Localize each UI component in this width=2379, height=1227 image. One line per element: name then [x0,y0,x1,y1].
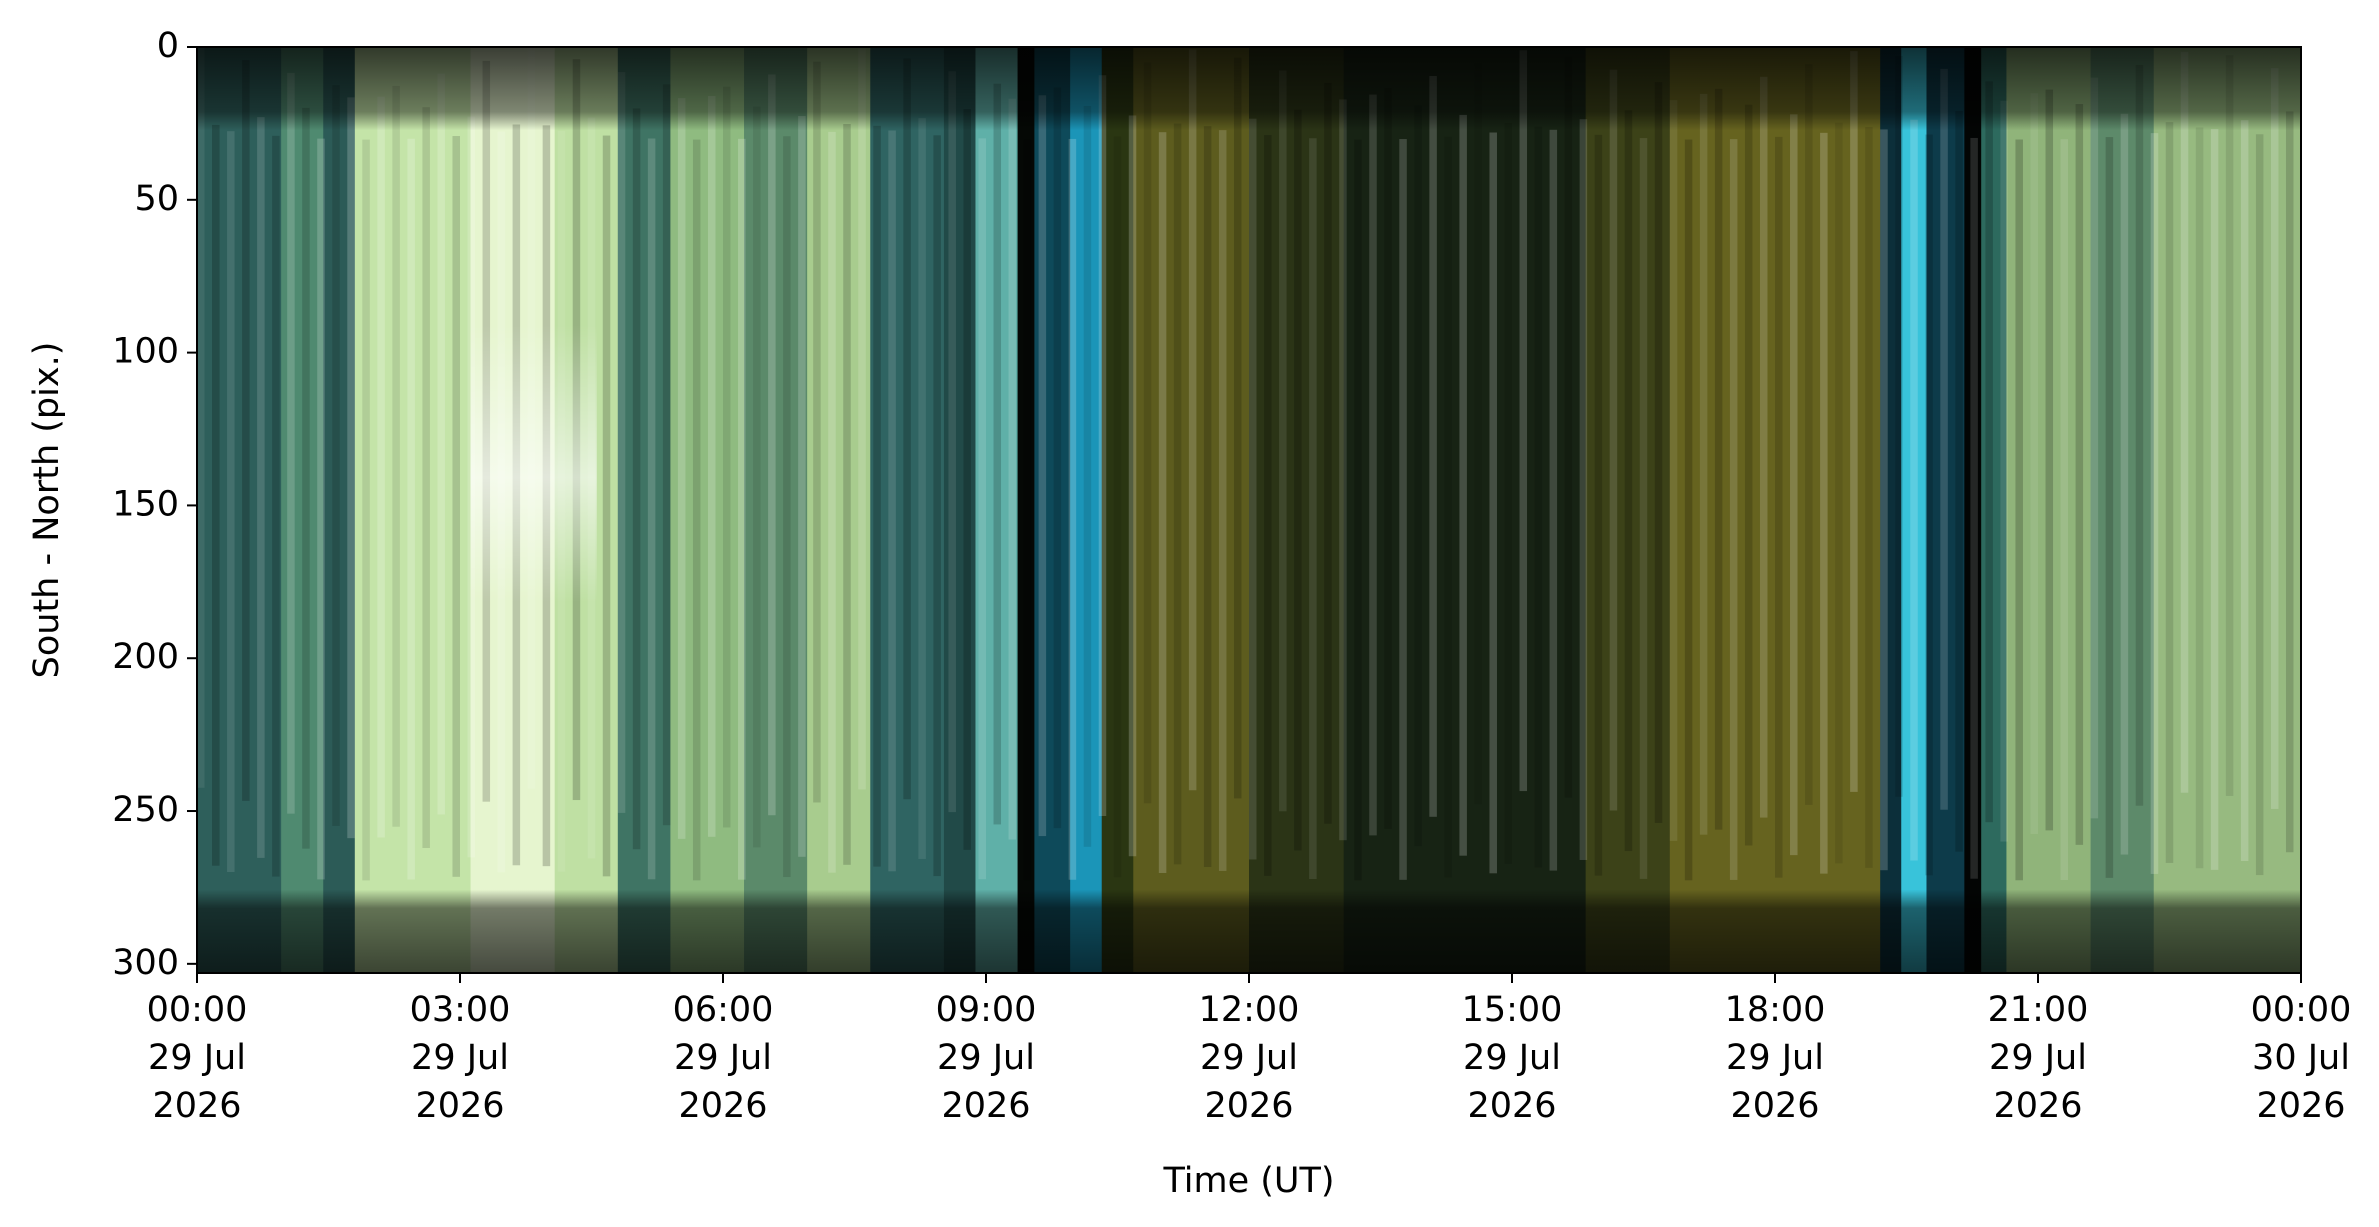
x-tick-label: 03:00 29 Jul 2026 [410,990,511,1126]
image-shade [197,47,2301,973]
x-tick-label: 00:00 30 Jul 2026 [2251,990,2352,1126]
x-tick-label: 15:00 29 Jul 2026 [1462,990,1563,1126]
y-tick-label: 200 [112,637,179,677]
y-axis-label: South - North (pix.) [27,342,67,679]
keogram-image [197,47,2302,973]
x-tick-label: 00:00 29 Jul 2026 [147,990,248,1126]
x-tick-label: 09:00 29 Jul 2026 [936,990,1037,1126]
y-tick-label: 50 [134,179,179,219]
x-tick-label: 21:00 29 Jul 2026 [1988,990,2089,1126]
y-tick-label: 300 [112,943,179,983]
y-tick-label: 100 [112,332,179,372]
x-tick-label: 12:00 29 Jul 2026 [1199,990,1300,1126]
y-tick-label: 0 [157,26,179,66]
x-axis-label: Time (UT) [1162,1161,1334,1201]
y-tick-label: 150 [112,484,179,524]
y-tick-label: 250 [112,790,179,830]
x-tick-label: 18:00 29 Jul 2026 [1725,990,1826,1126]
x-tick-label: 06:00 29 Jul 2026 [673,990,774,1126]
